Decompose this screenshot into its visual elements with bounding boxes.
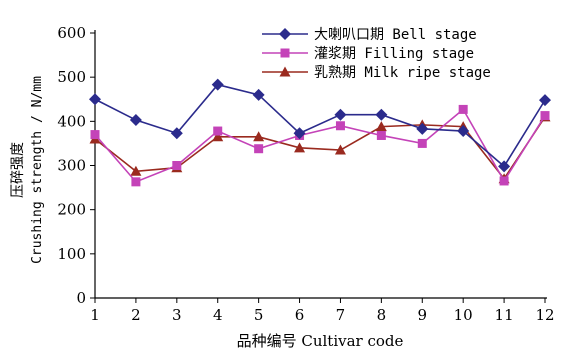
data-point xyxy=(90,130,100,140)
data-point xyxy=(293,127,306,140)
x-tick-label: 5 xyxy=(254,306,264,324)
data-point xyxy=(212,131,224,142)
data-point xyxy=(540,111,550,121)
data-point xyxy=(376,130,386,140)
data-point xyxy=(253,131,265,142)
data-point xyxy=(129,114,142,127)
data-point xyxy=(334,144,346,155)
legend-label: 灌浆期 Filling stage xyxy=(314,46,474,62)
x-tick-label: 4 xyxy=(213,306,223,324)
x-tick-label: 8 xyxy=(377,306,387,324)
data-point xyxy=(211,78,224,91)
x-axis-label: 品种编号 Cultivar code xyxy=(237,332,404,350)
data-point xyxy=(498,160,511,173)
data-point xyxy=(130,165,142,176)
x-tick-label: 11 xyxy=(495,306,514,324)
y-tick-label: 300 xyxy=(57,157,86,175)
series-3-line xyxy=(94,116,546,181)
series-2-line xyxy=(94,108,546,183)
x-tick-label: 2 xyxy=(131,306,141,324)
chart-series xyxy=(89,78,551,187)
data-point xyxy=(294,142,306,153)
y-axis-label-en: Crushing strength / N/mm xyxy=(30,76,45,264)
y-axis-label: 压碎强度 Crushing strength / N/mm xyxy=(10,76,45,264)
data-point xyxy=(499,176,509,186)
data-point xyxy=(457,125,470,138)
data-point xyxy=(252,88,265,101)
series-1 xyxy=(89,78,551,173)
data-point xyxy=(172,161,182,170)
legend-item-3: 乳熟期 Milk ripe stage xyxy=(262,65,491,81)
data-point xyxy=(539,94,551,107)
data-point xyxy=(416,122,429,135)
data-point xyxy=(254,144,264,154)
chart-legend: 大喇叭口期 Bell stage 灌浆期 Filling stage 乳熟期 Mil… xyxy=(262,27,491,81)
x-tick-label: 12 xyxy=(535,306,554,324)
y-tick-label: 200 xyxy=(57,201,86,219)
data-point xyxy=(417,138,427,148)
y-tick-label: 400 xyxy=(57,112,86,130)
y-tick-label: 100 xyxy=(57,245,86,263)
x-tick-label: 7 xyxy=(336,306,346,324)
series-2 xyxy=(90,104,550,187)
y-tick-label: 500 xyxy=(57,68,86,86)
x-tick-label: 10 xyxy=(454,306,473,324)
y-tick-label: 600 xyxy=(57,24,86,42)
data-point xyxy=(89,93,101,106)
data-point xyxy=(375,108,388,121)
data-point xyxy=(334,108,347,121)
legend-label: 大喇叭口期 Bell stage xyxy=(314,27,477,43)
legend-marker xyxy=(279,66,291,77)
x-tick-label: 6 xyxy=(295,306,305,324)
data-point xyxy=(131,177,141,187)
y-axis-label-cn: 压碎强度 xyxy=(10,142,26,198)
legend-marker xyxy=(280,48,290,58)
data-point xyxy=(213,126,223,136)
legend-marker xyxy=(279,28,291,40)
x-tick-label: 1 xyxy=(90,306,100,324)
data-point xyxy=(170,127,183,140)
data-point xyxy=(458,104,468,114)
series-1-line xyxy=(94,83,546,168)
data-point xyxy=(335,121,345,131)
legend-label: 乳熟期 Milk ripe stage xyxy=(314,65,491,81)
x-tick-label: 3 xyxy=(172,306,182,324)
x-tick-label: 9 xyxy=(417,306,427,324)
data-point xyxy=(375,121,387,132)
legend-item-1: 大喇叭口期 Bell stage xyxy=(262,27,477,43)
y-tick-label: 0 xyxy=(76,289,86,307)
legend-item-2: 灌浆期 Filling stage xyxy=(262,46,474,62)
